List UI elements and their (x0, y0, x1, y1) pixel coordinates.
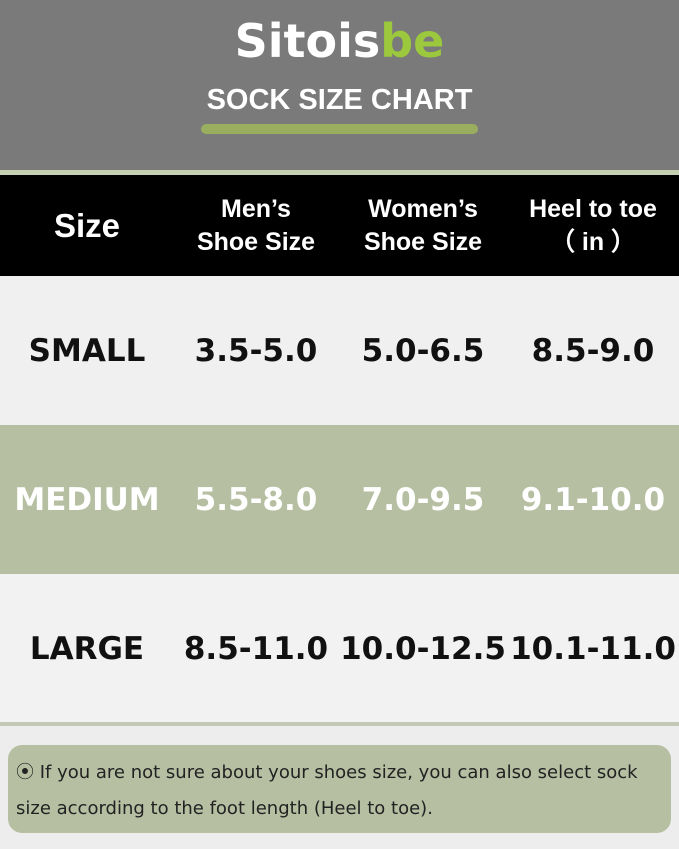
table-row: SMALL 3.5-5.0 5.0-6.5 8.5-9.0 (0, 276, 679, 425)
brand-logo: Sitoisbe (234, 14, 445, 68)
heel-to-toe-cell: 10.1-11.0 (510, 630, 676, 667)
mens-cell: 3.5-5.0 (194, 332, 318, 369)
title-underline (201, 124, 478, 134)
mens-cell: 8.5-11.0 (183, 630, 329, 667)
size-cell: LARGE (29, 630, 145, 667)
divider (0, 170, 679, 175)
table-header: Size Men’s Shoe Size Women’s Shoe Size H… (0, 175, 679, 276)
womens-cell: 10.0-12.5 (340, 630, 506, 667)
header-mens: Men’s Shoe Size (196, 194, 316, 256)
header-womens: Women’s Shoe Size (363, 194, 483, 256)
heel-to-toe-cell: 8.5-9.0 (531, 332, 655, 369)
womens-cell: 7.0-9.5 (361, 481, 485, 518)
header: Sitoisbe SOCK SIZE CHART (0, 0, 679, 170)
size-cell: SMALL (28, 332, 146, 369)
size-cell: MEDIUM (14, 481, 160, 518)
radio-bullet-icon: ⦿ (16, 762, 34, 783)
table-row: LARGE 8.5-11.0 10.0-12.5 10.1-11.0 (0, 574, 679, 723)
page-title: SOCK SIZE CHART (206, 84, 473, 116)
mens-cell: 5.5-8.0 (194, 481, 318, 518)
note-box: ⦿ If you are not sure about your shoes s… (8, 745, 671, 833)
womens-cell: 5.0-6.5 (361, 332, 485, 369)
note-text: If you are not sure about your shoes siz… (16, 762, 638, 819)
header-size: Size (53, 207, 121, 244)
heel-to-toe-cell: 9.1-10.0 (520, 481, 666, 518)
divider (0, 722, 679, 726)
table-row: MEDIUM 5.5-8.0 7.0-9.5 9.1-10.0 (0, 425, 679, 574)
header-heel-to-toe: Heel to toe （ in ） (529, 194, 657, 256)
